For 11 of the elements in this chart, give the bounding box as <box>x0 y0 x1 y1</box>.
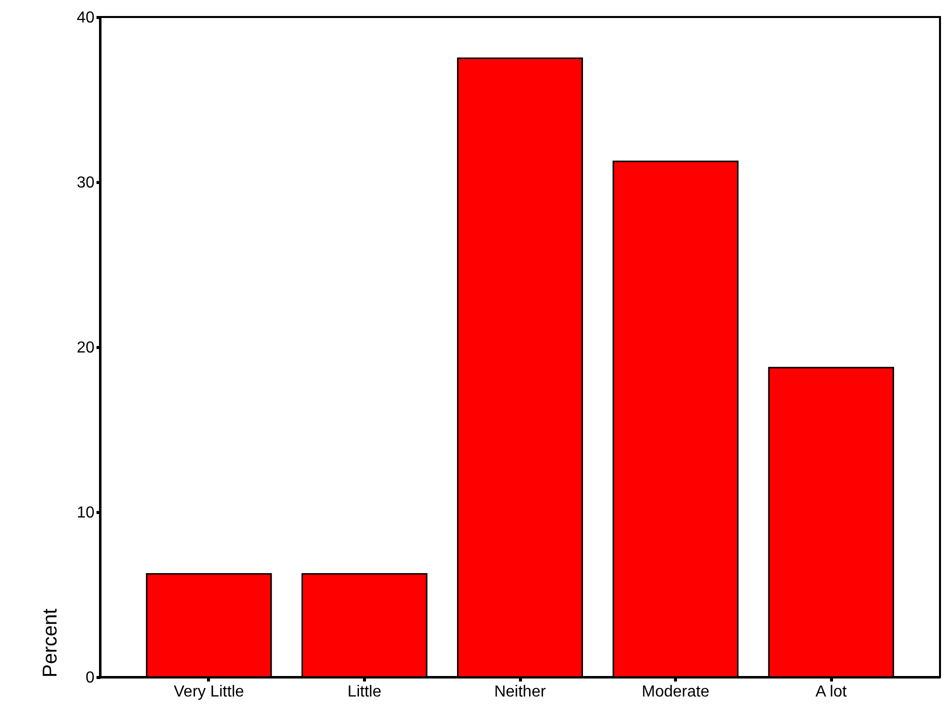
x-tick-label: Little <box>348 684 382 700</box>
x-tick-label: Very Little <box>174 684 244 700</box>
y-tick-label: 40 <box>76 10 95 26</box>
y-tick-label: 30 <box>76 174 95 192</box>
y-tick-label: 10 <box>76 504 95 522</box>
x-tick-label: Neither <box>494 684 546 700</box>
x-tick-label: Moderate <box>642 684 710 700</box>
y-tick-label: 20 <box>76 340 95 356</box>
y-axis-title: Percent <box>40 608 62 678</box>
y-tick-label: 0 <box>86 670 95 686</box>
x-tick-label: A lot <box>816 684 848 700</box>
